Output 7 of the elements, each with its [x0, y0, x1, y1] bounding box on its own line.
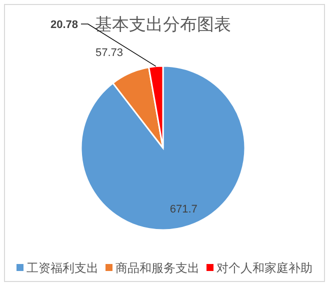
- data-label: 20.78: [50, 19, 78, 31]
- legend-label: 商品和服务支出: [116, 261, 200, 275]
- legend-label: 对个人和家庭补助: [216, 261, 312, 275]
- chart-title: 基本支出分布图表: [95, 15, 231, 35]
- data-label: 671.7: [170, 204, 198, 216]
- data-label: 57.73: [95, 47, 123, 59]
- legend-label: 工资福利支出: [26, 261, 98, 275]
